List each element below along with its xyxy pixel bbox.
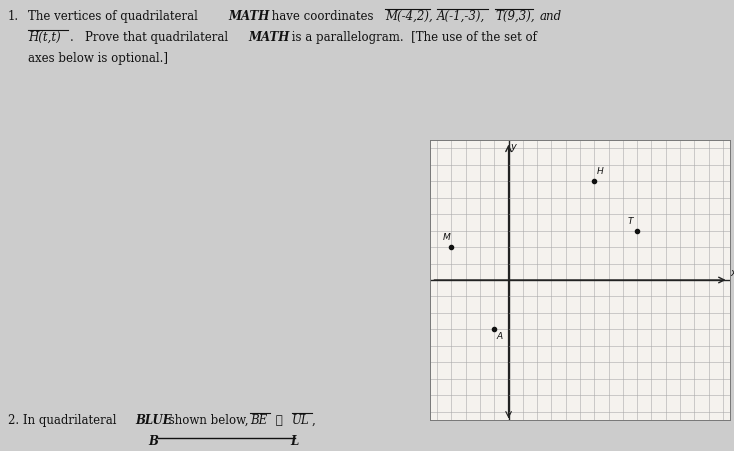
Text: and: and bbox=[540, 10, 562, 23]
Text: BE: BE bbox=[250, 414, 267, 427]
Text: T(9,3),: T(9,3), bbox=[495, 10, 534, 23]
Text: A(-1,-3),: A(-1,-3), bbox=[437, 10, 485, 23]
Text: The vertices of quadrilateral: The vertices of quadrilateral bbox=[28, 10, 202, 23]
Text: x: x bbox=[730, 267, 734, 277]
Text: H(t,t): H(t,t) bbox=[28, 31, 61, 44]
Text: MATH: MATH bbox=[228, 10, 269, 23]
Text: MATH: MATH bbox=[248, 31, 289, 44]
Text: BLUE: BLUE bbox=[135, 414, 172, 427]
Text: is a parallelogram.  [The use of the set of: is a parallelogram. [The use of the set … bbox=[288, 31, 537, 44]
Text: B: B bbox=[148, 435, 158, 448]
Text: L: L bbox=[290, 435, 298, 448]
Text: H: H bbox=[597, 167, 603, 176]
Text: UL: UL bbox=[292, 414, 310, 427]
Text: axes below is optional.]: axes below is optional.] bbox=[28, 52, 168, 65]
Text: .   Prove that quadrilateral: . Prove that quadrilateral bbox=[70, 31, 232, 44]
Text: M(-4,2),: M(-4,2), bbox=[385, 10, 433, 23]
Text: ≅: ≅ bbox=[272, 414, 286, 427]
Text: shown below,: shown below, bbox=[165, 414, 256, 427]
Text: y: y bbox=[511, 142, 517, 152]
Text: A: A bbox=[496, 332, 503, 341]
Text: T: T bbox=[627, 216, 633, 226]
Text: have coordinates: have coordinates bbox=[268, 10, 377, 23]
Text: 2. In quadrilateral: 2. In quadrilateral bbox=[8, 414, 120, 427]
Text: ,: , bbox=[312, 414, 316, 427]
Text: 1.: 1. bbox=[8, 10, 19, 23]
Text: M: M bbox=[443, 233, 451, 242]
